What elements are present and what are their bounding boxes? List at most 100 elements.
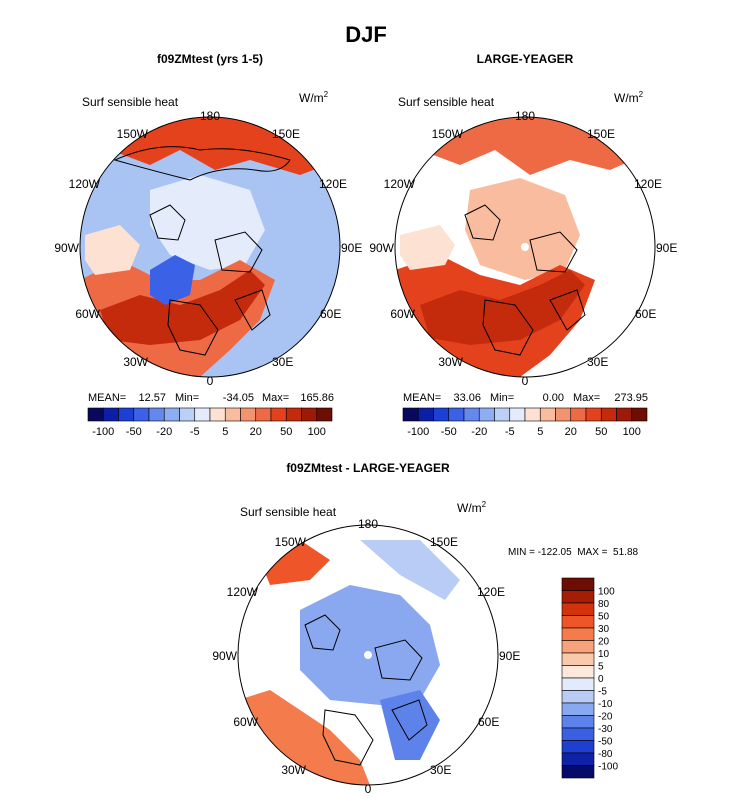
colorbar-tick-label: -100 — [407, 426, 429, 438]
map-field — [80, 117, 340, 377]
map-field — [238, 525, 498, 785]
coastlines — [464, 204, 586, 356]
colorbar-swatch — [561, 602, 595, 616]
coastlines — [304, 614, 428, 766]
colorbar-swatch — [561, 740, 595, 754]
stats-line: MEAN= 12.57 Min= -34.05 Max= 165.86 — [88, 392, 334, 404]
units-exponent: 2 — [639, 90, 644, 99]
lon-label: 60E — [478, 715, 499, 729]
panel-observations: LARGE-YEAGER Surf sensible heat W/m2 180… — [369, 52, 677, 438]
lon-label: 90E — [341, 241, 362, 255]
field-darkred-stream — [420, 270, 585, 345]
lon-label: 180 — [515, 109, 535, 123]
colorbar-swatch — [600, 407, 617, 422]
colorbar-tick-label: 0 — [598, 674, 604, 685]
colorbar-swatch — [478, 407, 495, 422]
colorbar-swatch — [561, 652, 595, 666]
lon-label: 120E — [477, 585, 505, 599]
colorbar-swatch — [561, 715, 595, 729]
stat-mean-label: MEAN= — [88, 392, 126, 404]
lon-label: 60E — [320, 307, 341, 321]
lon-label: 120W — [384, 177, 416, 191]
coastlines — [113, 146, 291, 356]
longitude-labels: 180 150E 120E 90E 60E 30E 0 30W 60W 90W … — [212, 517, 520, 796]
colorbar: -100 -50 -20 -5 5 20 50 100 — [87, 407, 333, 438]
stat-mean-value: 12.57 — [138, 392, 166, 404]
units-base: W/m — [457, 501, 482, 515]
colorbar-swatch — [118, 407, 135, 422]
map-boundary — [394, 116, 656, 378]
variable-label: Surf sensible heat — [82, 95, 179, 109]
lon-label: 120W — [69, 177, 101, 191]
colorbar-swatch — [509, 407, 526, 422]
colorbar-swatch — [494, 407, 511, 422]
colorbar-swatch — [561, 627, 595, 641]
stat-mean-label: MEAN= — [403, 392, 441, 404]
stats-line: MEAN= 33.06 Min= 0.00 Max= 273.95 — [403, 392, 648, 404]
colorbar-tick-label: -20 — [156, 426, 172, 438]
colorbar-swatch — [270, 407, 287, 422]
lon-label: 90E — [499, 649, 520, 663]
lon-label: 0 — [365, 782, 372, 796]
field-pink-center — [465, 178, 580, 280]
colorbar-tick-label: -20 — [471, 426, 487, 438]
field-blue-scandinavia — [380, 690, 440, 760]
variable-label: Surf sensible heat — [398, 95, 495, 109]
panel-title: f09ZMtest - LARGE-YEAGER — [286, 461, 450, 475]
panel-title: LARGE-YEAGER — [477, 52, 574, 66]
lon-label: 60E — [635, 307, 656, 321]
colorbar-swatch — [561, 765, 595, 779]
colorbar-tick-label: -50 — [598, 737, 613, 748]
colorbar-tick-label: -50 — [126, 426, 142, 438]
stat-min-label: Min= — [175, 392, 199, 404]
variable-label: Surf sensible heat — [240, 505, 337, 519]
colorbar-swatch — [561, 677, 595, 691]
panel-title: f09ZMtest (yrs 1-5) — [157, 52, 263, 66]
units-label: W/m2 — [614, 90, 644, 105]
units-base: W/m — [614, 91, 639, 105]
stat-max-value: 273.95 — [614, 392, 648, 404]
colorbar-swatch — [524, 407, 541, 422]
units-exponent: 2 — [324, 90, 329, 99]
stat-min-value: 0.00 — [543, 392, 564, 404]
lon-label: 30W — [438, 355, 463, 369]
colorbar-swatch — [561, 665, 595, 679]
colorbar-swatch — [561, 615, 595, 629]
lon-label: 120E — [634, 177, 662, 191]
lon-label: 0 — [207, 374, 214, 388]
figure-title: DJF — [345, 22, 387, 47]
colorbar-swatch — [616, 407, 633, 422]
lon-label: 180 — [200, 109, 220, 123]
field-lightblue-ocean — [360, 540, 460, 600]
colorbar-tick-label: -50 — [441, 426, 457, 438]
colorbar-tick-label: -20 — [598, 712, 613, 723]
lon-label: 120E — [319, 177, 347, 191]
lon-label: 30E — [587, 355, 608, 369]
stat-min-value: -34.05 — [223, 392, 254, 404]
units-label: W/m2 — [457, 500, 487, 515]
field-darkred-stream — [100, 270, 265, 345]
lon-label: 150W — [432, 127, 464, 141]
colorbar-swatch — [402, 407, 419, 422]
colorbar-swatch — [561, 752, 595, 766]
units-label: W/m2 — [299, 90, 329, 105]
colorbar-tick-label: -100 — [92, 426, 114, 438]
colorbar-swatch — [255, 407, 272, 422]
colorbar-swatch — [316, 407, 333, 422]
colorbar-swatch — [448, 407, 465, 422]
colorbar-swatch — [585, 407, 602, 422]
panel-model: f09ZMtest (yrs 1-5) Surf sensible heat W… — [54, 52, 362, 438]
colorbar-swatch — [179, 407, 196, 422]
colorbar-swatch — [561, 727, 595, 741]
colorbar-tick-label: 100 — [598, 587, 615, 598]
lon-label: 90W — [369, 241, 394, 255]
stat-max-value: 165.86 — [300, 392, 334, 404]
colorbar-swatch — [539, 407, 556, 422]
lon-label: 150E — [272, 127, 300, 141]
colorbar-tick-label: -5 — [505, 426, 515, 438]
colorbar-swatch — [561, 702, 595, 716]
colorbar-tick-label: -100 — [598, 762, 618, 773]
colorbar-tick-label: -80 — [598, 749, 613, 760]
lon-label: 150E — [587, 127, 615, 141]
